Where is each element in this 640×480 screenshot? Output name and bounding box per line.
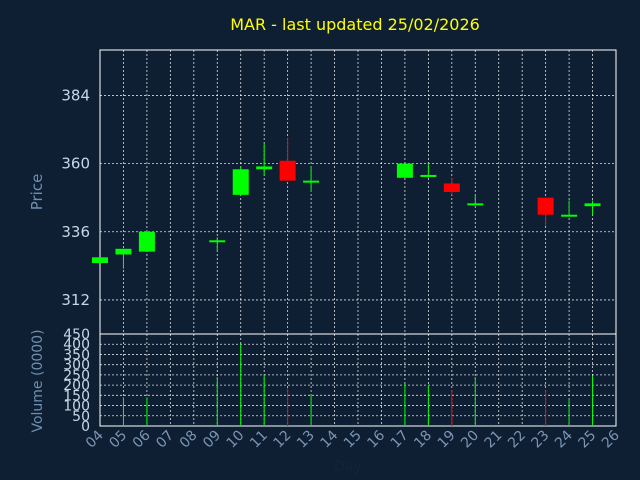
- x-tick-label: 14: [317, 427, 341, 451]
- x-tick-label: 05: [106, 428, 130, 452]
- x-tick-label: 21: [482, 428, 506, 452]
- candle-body: [561, 214, 578, 217]
- x-tick-label: 26: [599, 427, 623, 451]
- x-tick-label: 24: [552, 427, 576, 451]
- volume-tick-label: 0: [81, 419, 90, 435]
- volume-axis-label: Volume (0000): [30, 329, 46, 432]
- x-tick-label: 15: [341, 428, 365, 452]
- x-tick-label: 20: [458, 428, 482, 452]
- candle-body: [256, 166, 273, 170]
- x-tick-label: 06: [130, 427, 154, 451]
- candle-body: [584, 203, 601, 207]
- candle-body: [138, 231, 155, 252]
- candle-body: [443, 183, 460, 192]
- volume-tick-label: 450: [63, 327, 90, 343]
- x-tick-label: 16: [364, 427, 388, 451]
- price-tick-label: 336: [61, 223, 90, 241]
- x-tick-label: 12: [271, 428, 295, 452]
- x-tick-label: 10: [224, 428, 248, 452]
- x-tick-label: 25: [575, 428, 599, 452]
- volume-bars: [122, 344, 594, 426]
- candle-body: [92, 257, 108, 263]
- volume-tick-label: 250: [63, 368, 90, 384]
- x-tick-label: 19: [435, 428, 459, 452]
- volume-tick-label: 50: [72, 409, 90, 425]
- x-tick-label: 17: [388, 428, 412, 452]
- candle-body: [537, 197, 554, 215]
- x-tick-label: 23: [529, 428, 553, 452]
- chart-title: MAR - last updated 25/02/2026: [230, 15, 480, 34]
- volume-tick-label: 100: [63, 399, 90, 415]
- price-axis-label: Price: [28, 174, 46, 211]
- candle-body: [467, 203, 484, 206]
- x-tick-label: 13: [294, 428, 318, 452]
- x-tick-label: 11: [247, 428, 271, 452]
- candle-body: [420, 174, 437, 177]
- volume-tick-label: 350: [63, 347, 90, 363]
- x-tick-label: 07: [153, 428, 177, 452]
- volume-tick-label: 200: [63, 378, 90, 394]
- x-tick-label: 08: [177, 428, 201, 452]
- price-tick-label: 384: [61, 86, 90, 104]
- volume-tick-label: 400: [63, 337, 90, 353]
- candle-body: [115, 248, 132, 255]
- x-axis-label: Day: [334, 459, 362, 475]
- candle-body: [279, 160, 296, 181]
- price-tick-label: 360: [61, 155, 90, 173]
- x-tick-label: 18: [411, 428, 435, 452]
- candle-body: [396, 163, 413, 178]
- volume-tick-label: 300: [63, 358, 90, 374]
- candle-body: [303, 180, 320, 183]
- price-tick-label: 312: [61, 291, 90, 309]
- x-tick-label: 22: [505, 428, 529, 452]
- volume-tick-label: 150: [63, 388, 90, 404]
- price-candles: [92, 138, 601, 269]
- x-tick-label: 09: [200, 428, 224, 452]
- candle-body: [232, 169, 249, 195]
- candle-body: [209, 240, 226, 243]
